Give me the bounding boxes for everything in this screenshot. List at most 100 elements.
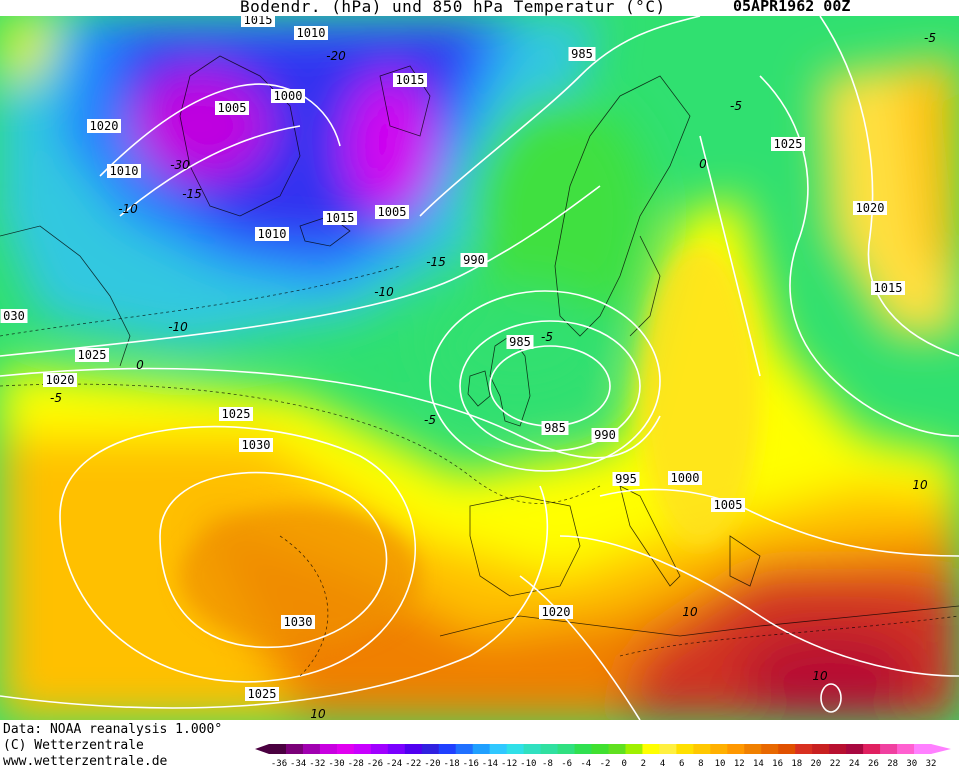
svg-text:1010: 1010 [297, 26, 326, 40]
legend-tick: -28 [348, 759, 364, 769]
weather-map: 1015101098510051000101510201010102510201… [0, 16, 959, 720]
svg-text:1020: 1020 [46, 373, 75, 387]
legend-swatch [455, 744, 474, 754]
temperature-label: -10 [374, 285, 394, 299]
svg-text:1000: 1000 [274, 89, 303, 103]
legend-tick: 10 [715, 759, 726, 769]
temperature-contours [0, 265, 959, 677]
website: www.wetterzentrale.de [3, 754, 168, 769]
temperature-labels: -20-30-10-15-10-10-15-5-5-5-50100101010-… [50, 31, 936, 720]
legend-arrow-right [931, 744, 951, 754]
coast-iberia [469, 495, 581, 597]
legend-swatch [659, 744, 677, 754]
isobar-label: 1005 [375, 205, 409, 219]
legend-tick: -32 [309, 759, 325, 769]
svg-text:1010: 1010 [258, 227, 287, 241]
legend-swatch [387, 744, 406, 754]
isobar-label: 1015 [393, 73, 427, 87]
isobar-label: 1005 [711, 498, 745, 512]
coast-italy [619, 485, 681, 587]
isobar-label: 1020 [853, 201, 887, 215]
isobar-label: 1020 [87, 119, 121, 133]
legend-swatch [540, 744, 559, 754]
svg-text:1025: 1025 [222, 407, 251, 421]
svg-text:1010: 1010 [110, 164, 139, 178]
legend-tick: 14 [753, 759, 764, 769]
svg-text:1005: 1005 [714, 498, 743, 512]
legend-swatch [353, 744, 372, 754]
isobar-ring [59, 425, 416, 683]
legend-swatch [506, 744, 525, 754]
legend-tick: -20 [424, 759, 440, 769]
svg-text:1025: 1025 [78, 348, 107, 362]
legend-swatch [523, 744, 542, 754]
isobar-label: 990 [460, 253, 488, 267]
legend-tick: -24 [386, 759, 402, 769]
temperature-label: -10 [168, 320, 188, 334]
temperature-label: -5 [424, 413, 436, 427]
isobar-ring [0, 485, 549, 709]
legend-tick: 22 [830, 759, 841, 769]
legend-tick: -22 [405, 759, 421, 769]
svg-text:1015: 1015 [244, 16, 273, 27]
legend-swatch [761, 744, 779, 754]
isobar-ring [0, 367, 661, 459]
legend-tick: 16 [772, 759, 783, 769]
temperature-label: -5 [541, 330, 553, 344]
legend-swatch [404, 744, 423, 754]
isobar-ring [459, 320, 641, 452]
isobar-label: 1000 [668, 471, 702, 485]
isobar-label: 1025 [219, 407, 253, 421]
svg-text:1005: 1005 [218, 101, 247, 115]
legend-swatch [302, 744, 321, 754]
temp-contour [0, 383, 601, 504]
legend-tick: -26 [367, 759, 383, 769]
isobar-ring [699, 135, 761, 377]
svg-text:1000: 1000 [671, 471, 700, 485]
isobar-label: 1020 [539, 605, 573, 619]
legend-swatch [863, 744, 881, 754]
isobar-ring [0, 185, 601, 357]
legend-tick: 2 [641, 759, 646, 769]
svg-text:030: 030 [3, 309, 25, 323]
legend-tick: 24 [849, 759, 860, 769]
legend-tick: 6 [679, 759, 684, 769]
isobar-labels: 1015101098510051000101510201010102510201… [0, 16, 905, 701]
isobar-ring [99, 83, 341, 177]
legend-swatch [795, 744, 813, 754]
map-date: 05APR1962 00Z [733, 0, 851, 15]
legend-tick: 0 [621, 759, 626, 769]
legend-swatch [727, 744, 745, 754]
coast-greenland [179, 55, 301, 217]
legend-swatch [710, 744, 728, 754]
svg-text:1030: 1030 [242, 438, 271, 452]
legend-swatch [846, 744, 864, 754]
legend-tick: 20 [811, 759, 822, 769]
coast-greece [729, 535, 761, 587]
svg-text:985: 985 [509, 335, 531, 349]
isobar-ring [519, 575, 641, 720]
temp-hot-core [740, 631, 920, 720]
temperature-label: -15 [182, 187, 202, 201]
legend-swatch [693, 744, 711, 754]
isobar-ring [559, 535, 959, 677]
isobar-label: 1000 [271, 89, 305, 103]
legend-arrow-left [255, 744, 269, 754]
isobar-label: 1025 [75, 348, 109, 362]
svg-text:995: 995 [615, 472, 637, 486]
legend-tick: 12 [734, 759, 745, 769]
coast-baltic [629, 235, 661, 337]
coast-canada [0, 225, 131, 367]
temperature-label: -15 [426, 255, 446, 269]
isobar-label: 995 [612, 472, 640, 486]
isobar-ring [429, 290, 661, 472]
legend-swatch [438, 744, 457, 754]
coast-north-africa [439, 605, 959, 637]
svg-text:985: 985 [571, 47, 593, 61]
isobar-label: 1030 [239, 438, 273, 452]
legend-tick: -36 [271, 759, 287, 769]
legend-swatch [676, 744, 694, 754]
svg-text:1025: 1025 [248, 687, 277, 701]
legend-swatch [336, 744, 355, 754]
isobar-label: 1020 [43, 373, 77, 387]
